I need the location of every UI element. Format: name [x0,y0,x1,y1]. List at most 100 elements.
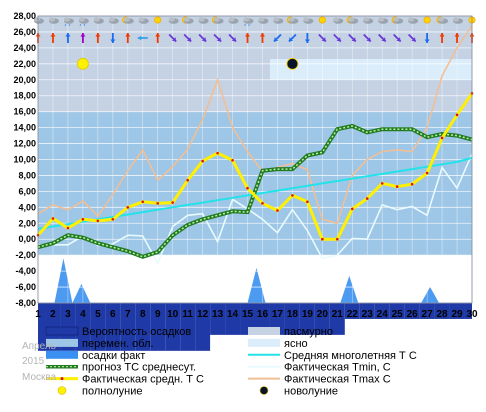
actual-average-point [141,200,145,204]
actual-average-point [365,197,369,200]
rain-drop [244,23,246,27]
year-label: 2015 [22,356,45,367]
sun-icon [154,16,162,24]
partly-icon [391,16,404,24]
wind-arrow-head [439,33,445,37]
cloud-puff [393,17,400,22]
partly-icon [436,16,449,24]
x-tick-label: 4 [80,309,86,320]
cloudy-icon [34,17,44,24]
x-tick-label: 14 [227,309,239,320]
actual-average-point [246,186,249,190]
sun-icon [318,16,326,24]
x-tick-label: 24 [377,309,389,320]
precip-probability-bar [150,303,166,351]
cloud-puff [348,17,355,22]
new-moon-marker [286,57,299,70]
cloud-puff [303,17,310,22]
precip-probability-bar [434,303,450,319]
cloudy-icon [258,17,269,24]
cloud-puff [63,17,70,22]
cloudy-icon [48,17,59,24]
cloudy-icon [408,17,419,24]
cloud-puff [378,17,385,22]
x-tick-label: 16 [257,309,269,320]
wind-arrow-head [155,33,161,37]
partly-icon [346,16,359,24]
actual-average-point [126,206,130,209]
rain-icon [78,17,89,27]
x-tick-label: 18 [287,309,299,320]
legend-swatch [45,326,79,336]
cloudy-icon [363,17,374,24]
cloud-puff [213,17,220,22]
y-tick-label: -2,00 [15,250,36,260]
y-tick-label: -6,00 [15,282,36,292]
legend-label: перемен. обл. [82,338,154,350]
rain-drop [79,23,82,27]
actual-average-point [111,217,115,221]
legend-item: Фактическая Tmin, С [248,362,391,374]
precip-probability-bar [344,303,360,319]
precip-probability-bar [329,303,345,335]
legend-swatch [259,386,269,395]
cloud-puff [198,17,205,22]
actual-average-point [291,194,294,197]
cloud-puff [93,17,100,22]
rain-drop [83,23,86,27]
wind-arrow-head [171,37,177,42]
actual-average-point [186,178,189,182]
y-tick-label: 24,00 [13,43,36,53]
actual-average-point [66,226,70,230]
sun-disc [318,16,326,24]
rain-icon [63,17,74,27]
x-tick-label: 11 [182,309,193,320]
x-tick-label: 20 [317,309,329,320]
wind-arrow-head [65,33,71,37]
wind-arrow-head [336,37,341,42]
y-tick-label: 16,00 [13,107,36,117]
cloudy-icon [93,17,104,24]
partly-icon [212,16,224,24]
precip-probability-bar [180,303,196,351]
y-tick-label: 12,00 [13,139,36,149]
wind-arrow-head [411,37,416,42]
x-tick-label: 25 [392,309,404,320]
legend-label: Фактическая Tmin, С [284,362,391,374]
precip-probability-bar [195,303,211,351]
actual-average-point [440,136,444,140]
wind-arrow-head [396,37,401,42]
precip-actual-peak [72,283,91,303]
actual-average-point [201,159,204,163]
wind-arrow-head [321,37,326,42]
month-label: Апрель [22,341,56,352]
cloud-puff [333,17,340,22]
legend-label: ясно [284,338,308,350]
cloud-puff [34,17,40,22]
city-label: Москва [22,372,57,383]
y-tick-label: 4,00 [18,202,36,212]
x-tick-label: 9 [155,309,161,320]
precip-probability-bar [210,303,226,335]
y-tick-label: 28,00 [13,11,36,21]
legend-swatch [248,327,280,335]
x-tick-label: 26 [407,309,419,320]
legend-item: Средняя многолетняя Т С [248,350,417,362]
actual-average-point [81,217,85,221]
cloudy-icon [198,17,209,24]
precip-probability-bar [404,303,420,319]
precip-probability-bar [255,303,270,335]
cloud-puff [363,17,370,22]
legend-label: Средняя многолетняя Т С [284,350,417,362]
legend-label: полнолуние [82,386,142,398]
actual-average-point [231,158,234,162]
legend-label: прогноз ТС среднесут. [82,362,196,374]
legend-item: Фактическая средн. Т С [46,374,204,386]
partly-icon [182,16,194,24]
actual-average-point [156,202,160,205]
x-tick-label: 8 [140,309,146,320]
y-tick-label: -8,00 [15,298,36,308]
y-tick-label: 8,00 [18,170,36,180]
wind-arrow-head [351,37,356,42]
rain-drop [248,23,250,27]
